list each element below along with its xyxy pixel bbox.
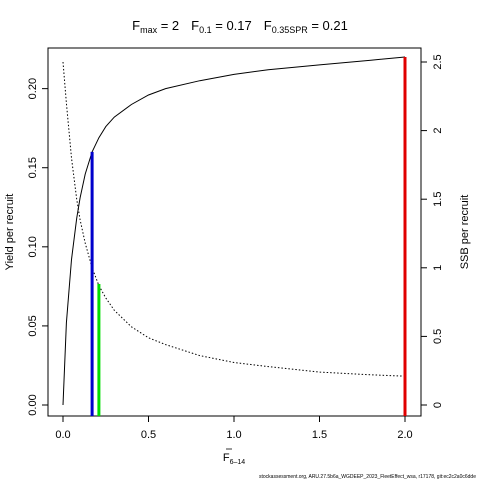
footer-text: stockassessment.org, ARU.27.5b6a_WGDEEP_…: [259, 474, 476, 480]
y-axis-title: Yield per recruit: [4, 194, 16, 271]
x-tick-label: 1.0: [226, 429, 241, 441]
y-tick-label: 0.20: [27, 78, 39, 99]
x-tick-label: 0.5: [141, 429, 156, 441]
y2-tick-label: 0: [432, 402, 444, 408]
chart-title: Fmax = 2 F0.1 = 0.17 F0.35SPR = 0.21: [132, 18, 348, 35]
x-axis: 0.0 0.5 1.0 1.5 2.0: [55, 416, 413, 441]
y2-tick-label: 2: [432, 128, 444, 134]
y2-tick-label: 0.5: [432, 329, 444, 344]
series-layer: [62, 56, 407, 416]
y2-tick-label: 2.5: [432, 54, 444, 69]
y-axis-right: 0 0.5 1 1.5 2 2.5: [421, 54, 444, 408]
y2-axis-title: SSB per recruit: [459, 195, 471, 270]
y-tick-label: 0.10: [27, 236, 39, 257]
x-tick-label: 2.0: [397, 429, 412, 441]
x-tick-label: 1.5: [312, 429, 327, 441]
yield-per-recruit-curve: [62, 56, 406, 406]
y-tick-label: 0.05: [27, 315, 39, 336]
y-axis-left: 0.00 0.05 0.10 0.15 0.20: [27, 78, 48, 416]
ssb-per-recruit-curve: [62, 61, 406, 377]
y-tick-label: 0.00: [27, 394, 39, 415]
y2-tick-label: 1.5: [432, 192, 444, 207]
plot-frame: [47, 47, 422, 417]
y-tick-label: 0.15: [27, 157, 39, 178]
y2-tick-label: 1: [432, 265, 444, 271]
x-tick-label: 0.0: [55, 429, 70, 441]
x-axis-title: F6–14: [223, 452, 245, 466]
